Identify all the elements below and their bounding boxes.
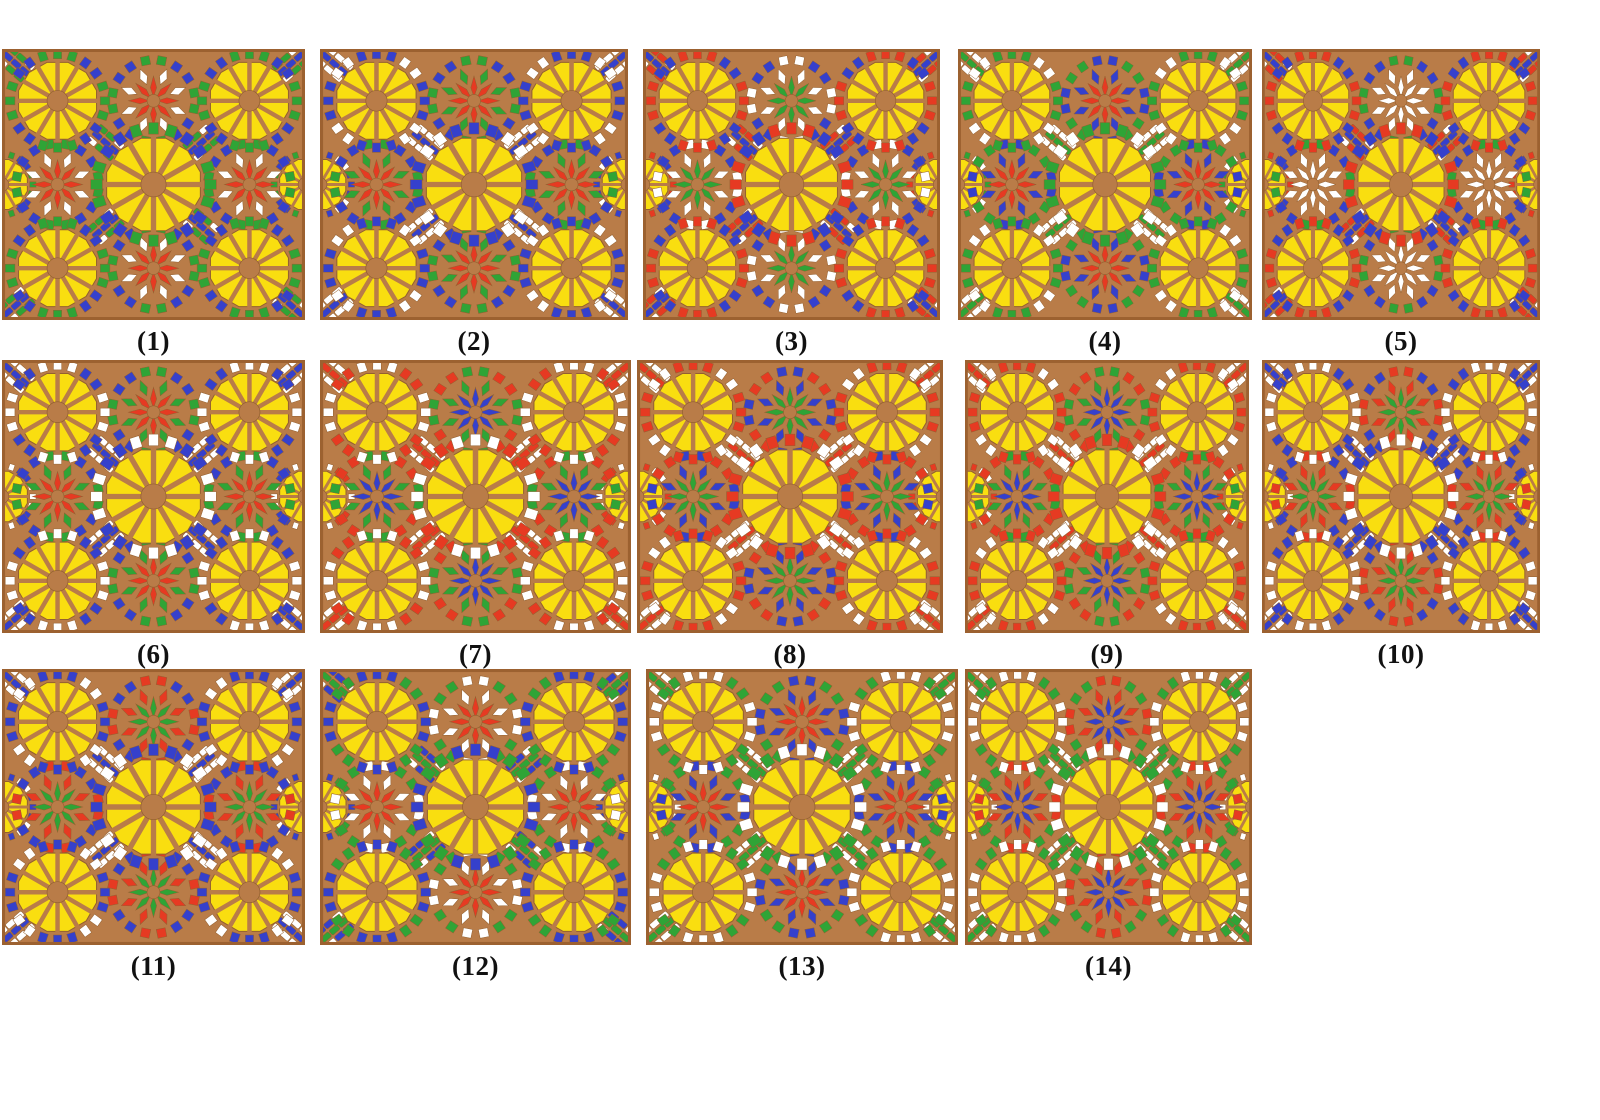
panel-label: (9) (1090, 639, 1124, 669)
panel-label: (3) (775, 326, 808, 356)
panel-label: (13) (778, 951, 826, 981)
panel-label: (4) (1088, 326, 1122, 356)
pattern-svg (320, 49, 628, 320)
pattern-panel-5: (5) (1262, 49, 1540, 355)
pattern-svg (958, 49, 1252, 320)
pattern-svg (2, 49, 305, 320)
pattern-panel-3: (3) (643, 49, 940, 355)
pattern-svg (2, 669, 305, 945)
pattern-panel-13: (13) (646, 669, 958, 980)
pattern-panel-10: (10) (1262, 360, 1540, 668)
panel-label: (1) (137, 326, 170, 356)
panel-label: (8) (773, 639, 807, 669)
pattern-svg (643, 49, 940, 320)
pattern-svg (965, 360, 1249, 633)
panel-label: (12) (452, 951, 499, 981)
pattern-panel-12: (12) (320, 669, 631, 980)
panel-label: (10) (1377, 639, 1425, 669)
pattern-panel-11: (11) (2, 669, 305, 980)
pattern-panel-6: (6) (2, 360, 305, 668)
pattern-panel-1: (1) (2, 49, 305, 355)
panel-label: (6) (137, 639, 170, 669)
pattern-svg (965, 669, 1252, 945)
pattern-panel-9: (9) (965, 360, 1249, 668)
pattern-svg (2, 360, 305, 633)
pattern-panel-14: (14) (965, 669, 1252, 980)
pattern-panel-8: (8) (637, 360, 943, 668)
pattern-panel-4: (4) (958, 49, 1252, 355)
panel-label: (7) (459, 639, 492, 669)
panel-label: (14) (1085, 951, 1132, 981)
pattern-svg (1262, 49, 1540, 320)
pattern-svg (1262, 360, 1540, 633)
pattern-svg (646, 669, 958, 945)
pattern-svg (320, 669, 631, 945)
panel-label: (2) (457, 326, 491, 356)
panel-label: (11) (130, 951, 177, 981)
panel-label: (5) (1384, 326, 1418, 356)
pattern-svg (637, 360, 943, 633)
pattern-panel-2: (2) (320, 49, 628, 355)
pattern-svg (320, 360, 631, 633)
pattern-panel-7: (7) (320, 360, 631, 668)
